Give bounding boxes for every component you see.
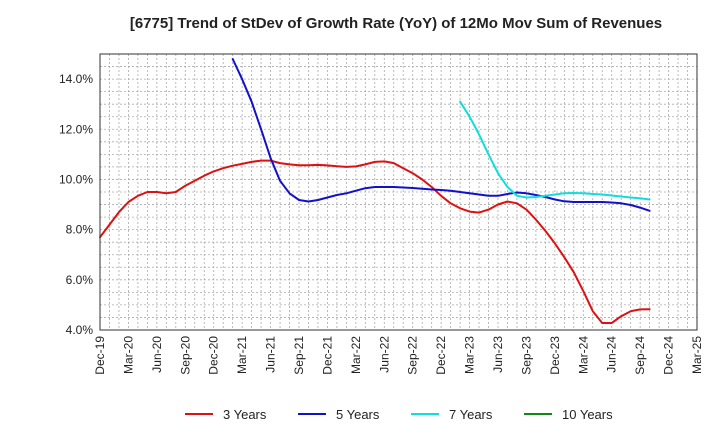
legend-label-3-years: 3 Years xyxy=(223,407,267,422)
series-line-5-years xyxy=(231,58,651,212)
x-tick-label: Mar-23 xyxy=(463,336,477,374)
x-tick-label: Jun-21 xyxy=(264,336,278,373)
legend-label-5-years: 5 Years xyxy=(336,407,380,422)
x-tick-label: Mar-22 xyxy=(349,336,363,374)
x-tick-label: Sep-23 xyxy=(519,336,533,375)
chart-title: [6775] Trend of StDev of Growth Rate (Yo… xyxy=(130,15,662,32)
legend-label-7-years: 7 Years xyxy=(449,407,493,422)
series-line-7-years xyxy=(459,100,651,201)
x-tick-label: Dec-21 xyxy=(320,336,334,375)
y-tick-label: 6.0% xyxy=(66,273,94,287)
x-tick-label: Sep-24 xyxy=(633,336,647,375)
y-tick-label: 10.0% xyxy=(59,172,93,186)
x-tick-label: Jun-23 xyxy=(491,336,505,373)
x-axis: Dec-19 Mar-20 Jun-20 Sep-20 Dec-20 Mar-21 Jun-… xyxy=(93,336,704,375)
y-tick-label: 8.0% xyxy=(66,223,94,237)
x-tick-label: Sep-21 xyxy=(292,336,306,375)
x-tick-label: Sep-22 xyxy=(406,336,420,375)
y-tick-label: 4.0% xyxy=(66,323,94,337)
series-line-3-years xyxy=(99,159,651,324)
x-tick-label: Mar-21 xyxy=(235,336,249,374)
x-tick-label: Dec-24 xyxy=(662,336,676,375)
grid-lines xyxy=(100,53,697,330)
x-tick-label: Jun-24 xyxy=(605,336,619,373)
legend: 3 Years 5 Years 7 Years 10 Years xyxy=(185,407,613,422)
y-axis: 4.0% 6.0% 8.0% 10.0% 12.0% 14.0% xyxy=(59,72,93,337)
legend-label-10-years: 10 Years xyxy=(562,407,613,422)
plot-frame xyxy=(99,53,698,331)
series-lines xyxy=(99,58,651,324)
y-tick-label: 14.0% xyxy=(59,72,93,86)
x-tick-label: Dec-22 xyxy=(434,336,448,375)
x-tick-label: Jun-22 xyxy=(377,336,391,373)
x-tick-label: Jun-20 xyxy=(150,336,164,373)
x-tick-label: Mar-24 xyxy=(576,336,590,374)
y-tick-label: 12.0% xyxy=(59,122,93,136)
x-tick-label: Dec-20 xyxy=(207,336,221,375)
x-tick-label: Mar-25 xyxy=(690,336,704,374)
x-tick-label: Dec-19 xyxy=(93,336,107,375)
x-tick-label: Dec-23 xyxy=(548,336,562,375)
x-tick-label: Sep-20 xyxy=(178,336,192,375)
x-tick-label: Mar-20 xyxy=(121,336,135,374)
